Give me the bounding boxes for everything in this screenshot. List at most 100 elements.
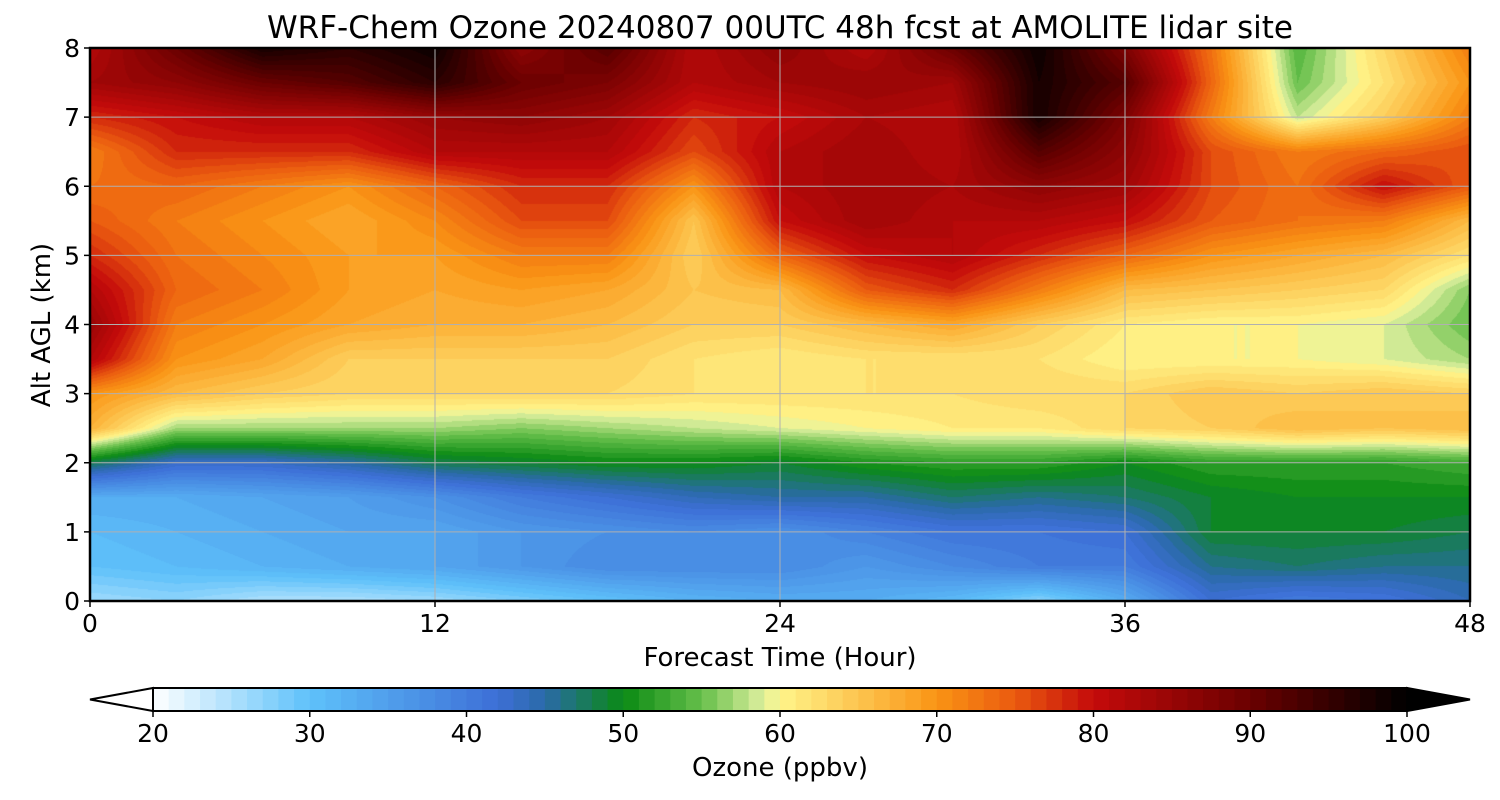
colorbar-cell [858,688,875,711]
colorbar-cell [1234,688,1251,711]
colorbar-tick-label: 60 [764,719,796,748]
colorbar-ticks: 20 30 40 50 60 70 80 90 100 [137,711,1431,748]
colorbar-cell [1359,688,1377,711]
colorbar-cell [1171,688,1189,711]
colorbar-cell [968,688,985,711]
colorbar-cell [1344,688,1361,711]
colorbar-cell [309,688,327,711]
colorbar-cell [1391,688,1408,711]
colorbar-tick-label: 80 [1078,719,1110,748]
chart-title: WRF-Chem Ozone 20240807 00UTC 48h fcst a… [267,10,1293,46]
colorbar-label: Ozone (ppbv) [692,753,868,783]
y-tick-label: 2 [64,449,80,478]
colorbar-cell [1140,688,1157,711]
colorbar-tick-label: 100 [1383,719,1431,748]
colorbar-cell [607,688,624,711]
colorbar-cell [811,688,828,711]
colorbar-cell [560,688,577,711]
colorbar-cell [952,688,969,711]
colorbar-cell [717,688,734,711]
x-tick-label: 24 [764,609,796,638]
colorbar-cell [356,688,374,711]
colorbar-cell [1281,688,1298,711]
y-tick-label: 7 [64,103,80,132]
colorbar-cells [153,688,1408,711]
y-tick-label: 0 [64,587,80,616]
colorbar-cell [921,688,938,711]
y-axis: 0 1 2 3 4 5 6 7 8 [64,34,90,616]
colorbar-cell [153,688,170,711]
colorbar-cell [262,688,279,711]
colorbar-cell [482,688,499,711]
x-tick-label: 0 [82,609,98,638]
colorbar-tick-label: 30 [294,719,326,748]
colorbar-cell [419,688,436,711]
colorbar-cell [200,688,217,711]
x-tick-label: 12 [419,609,451,638]
colorbar-cell [294,688,311,711]
colorbar-cell [450,688,468,711]
colorbar-cell [1062,688,1079,711]
y-tick-label: 1 [64,518,80,547]
colorbar-cell [936,688,954,711]
colorbar-cell [654,688,671,711]
colorbar-cell [1218,688,1236,711]
colorbar-cell [795,688,812,711]
colorbar-cell [983,688,1001,711]
y-tick-label: 8 [64,34,80,63]
colorbar-extend-low [89,686,154,713]
colorbar-cell [1156,688,1173,711]
colorbar-cell [1030,688,1048,711]
x-axis: 0 12 24 36 48 [82,601,1486,638]
colorbar-cell [591,688,609,711]
colorbar-cell [827,688,844,711]
plot-area [88,46,1472,603]
colorbar-cell [905,688,922,711]
colorbar-cell [1015,688,1032,711]
colorbar-tick-label: 50 [607,719,639,748]
colorbar-cell [999,688,1016,711]
colorbar-cell [842,688,859,711]
x-axis-label: Forecast Time (Hour) [643,643,916,673]
colorbar-cell [1077,688,1095,711]
colorbar-cell [184,688,201,711]
colorbar-cell [780,688,797,711]
colorbar-tick-label: 90 [1234,719,1266,748]
y-tick-label: 3 [64,380,80,409]
colorbar-cell [1375,688,1392,711]
y-tick-label: 6 [64,172,80,201]
colorbar-cell [764,688,781,711]
colorbar-cell [435,688,452,711]
colorbar-cell [623,688,640,711]
colorbar-cell [1250,688,1267,711]
colorbar-cell [372,688,389,711]
colorbar-cell [1124,688,1142,711]
colorbar-extend-high [1406,686,1471,713]
colorbar-cell [732,688,750,711]
colorbar-tick-label: 40 [451,719,483,748]
colorbar-cell [1265,688,1283,711]
y-tick-label: 4 [64,311,80,340]
colorbar-cell [685,688,703,711]
colorbar-cell [1328,688,1345,711]
colorbar-cell [576,688,593,711]
colorbar-cell [1297,688,1314,711]
colorbar-cell [341,688,358,711]
colorbar-cell [638,688,656,711]
x-tick-label: 36 [1109,609,1141,638]
colorbar-cell [1109,688,1126,711]
colorbar-cell [748,688,765,711]
x-tick-label: 48 [1454,609,1486,638]
colorbar-cell [168,688,185,711]
colorbar-cell [1187,688,1204,711]
colorbar-cell [529,688,546,711]
colorbar-cell [231,688,248,711]
colorbar-cell [670,688,687,711]
colorbar: 20 30 40 50 60 70 80 90 100 Ozone (ppbv) [89,686,1471,783]
y-axis-label: Alt AGL (km) [27,243,57,407]
colorbar-cell [497,688,515,711]
colorbar-cell [278,688,295,711]
colorbar-cell [1312,688,1330,711]
colorbar-tick-label: 70 [921,719,953,748]
